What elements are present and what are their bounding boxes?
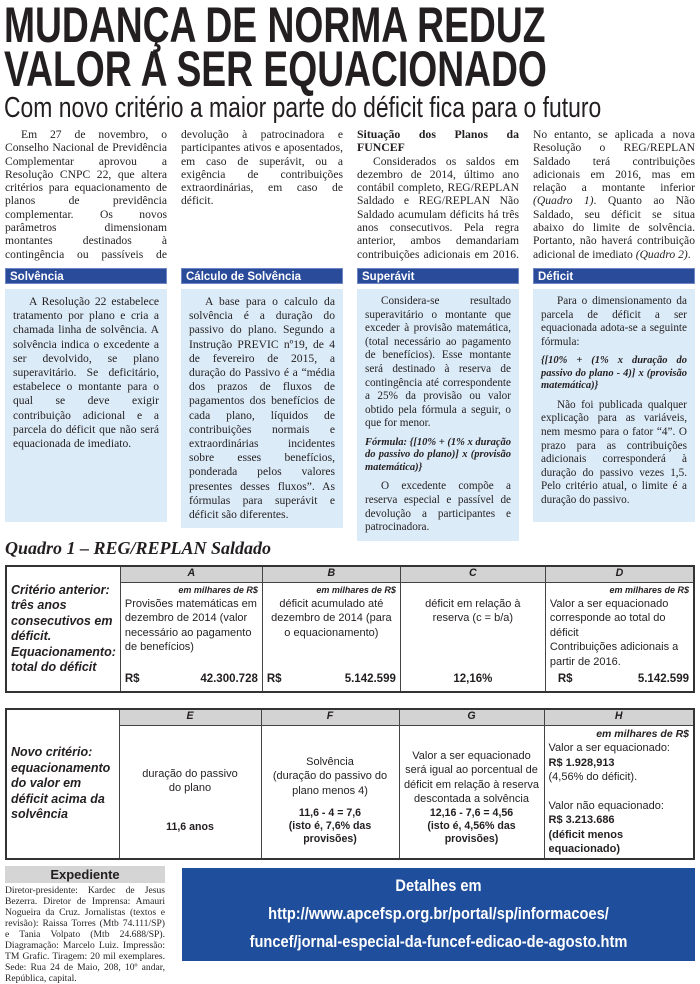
- subtitle: Com novo critério a maior parte do défic…: [4, 92, 602, 124]
- cell-h: em milhares de R$ Valor a ser equacionado…: [543, 724, 695, 859]
- table-old-criterion: Critério anterior: três anos consecutivo…: [5, 565, 695, 693]
- cell-g: Valor a ser equacionado será igual ao po…: [398, 724, 545, 859]
- article-paragraph: Considerados os saldos em dezembro de 20…: [357, 128, 695, 261]
- box-title: Solvência: [5, 267, 167, 284]
- info-boxes: Solvência A Resolução 22 estabelece trat…: [5, 267, 695, 541]
- box-title: Cálculo de Solvência: [181, 267, 343, 284]
- row-label: Novo critério: equacionamento do valor e…: [5, 708, 120, 859]
- box-calculo-solvencia: Cálculo de Solvência A base para o calcu…: [181, 267, 343, 529]
- upper-section: Em 27 de novembro, o Conselho Nacional d…: [5, 127, 695, 541]
- cell-e: duração do passivo do plano 11,6 anos: [118, 724, 262, 859]
- cell-f: Solvência (duração do passivo do plano me…: [260, 724, 400, 859]
- formula: {[10% + (1% x duração do passivo do plan…: [541, 355, 687, 392]
- box-text: O excedente compõe a reserva especial e …: [365, 480, 511, 534]
- box-title: Déficit: [533, 267, 695, 284]
- box-deficit: Déficit Para o dimensionamento da parcel…: [533, 267, 695, 522]
- row-label: Critério anterior: três anos consecutivo…: [5, 565, 121, 693]
- article-body: Em 27 de novembro, o Conselho Nacional d…: [5, 127, 695, 261]
- col-header-a: A: [119, 565, 263, 583]
- details-link[interactable]: http://www.apcefsp.org.br/portal/sp/info…: [268, 904, 609, 923]
- box-text: Considera-se resultado superavitário o m…: [365, 294, 511, 430]
- box-text: A Resolução 22 estabelece tratamento por…: [13, 294, 159, 450]
- article-subhead: Situação dos Planos da FUNCEF: [357, 127, 519, 155]
- col-header-g: G: [398, 708, 545, 726]
- col-header-c: C: [399, 565, 546, 583]
- col-header-b: B: [261, 565, 401, 583]
- details-link[interactable]: funcef/jornal-especial-da-funcef-edicao-…: [249, 932, 628, 951]
- box-text: Não foi publicada qualquer explicação pa…: [541, 398, 687, 506]
- formula: Fórmula: {[10% + (1% x duração do passiv…: [365, 436, 511, 473]
- expediente-text: Diretor-presidente: Kardec de Jesus Beze…: [5, 885, 165, 984]
- box-superavit: Superávit Considera-se resultado superav…: [357, 267, 519, 541]
- cell-b: em milhares de R$ déficit acumulado até d…: [261, 581, 401, 693]
- details-box: Detalhes em http://www.apcefsp.org.br/po…: [182, 868, 695, 961]
- table-new-criterion: Novo critério: equacionamento do valor e…: [5, 708, 695, 860]
- cell-c: déficit em relação à reserva (c = b/a) 12…: [399, 581, 546, 693]
- article-paragraph: Em 27 de novembro, o Conselho Nacional d…: [5, 128, 343, 261]
- box-text: Para o dimensionamento da parcela de déf…: [541, 294, 687, 348]
- expediente-title: Expediente: [5, 866, 165, 883]
- col-header-h: H: [543, 708, 695, 726]
- col-header-d: D: [544, 565, 695, 583]
- details-heading: Detalhes em: [395, 876, 482, 895]
- box-text: A base para o calculo da solvência é a d…: [189, 294, 335, 522]
- box-title: Superávit: [357, 267, 519, 284]
- col-header-f: F: [260, 708, 400, 726]
- headline-line2: VALOR A SER EQUACIONADO: [4, 41, 547, 97]
- cell-a: em milhares de R$ Provisões matemáticas e…: [119, 581, 263, 693]
- box-solvencia: Solvência A Resolução 22 estabelece trat…: [5, 267, 167, 522]
- quadro-title: Quadro 1 – REG/REPLAN Saldado: [5, 538, 272, 558]
- cell-d: em milhares de R$ Valor a ser equacionado…: [544, 581, 695, 693]
- col-header-e: E: [118, 708, 262, 726]
- headline-line1: MUDANÇA DE NORMA REDUZ: [4, 0, 546, 53]
